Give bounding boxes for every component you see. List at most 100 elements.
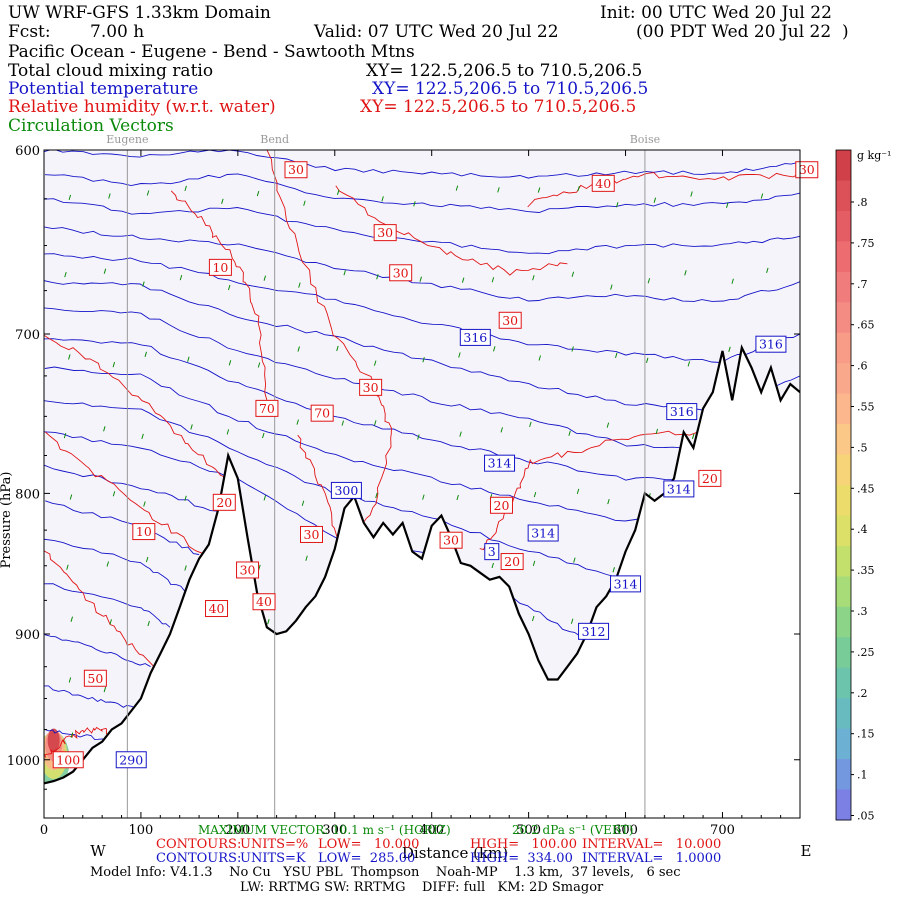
colorbar-swatch xyxy=(836,728,851,760)
colorbar-tick-label: .2 xyxy=(857,687,868,700)
circulation-vector xyxy=(532,560,536,567)
circulation-vector xyxy=(459,431,462,437)
rh-contour-label: 20 xyxy=(216,495,232,510)
x-tick-label: 300 xyxy=(322,823,347,838)
circulation-vector xyxy=(257,362,261,368)
circulation-vector xyxy=(607,499,610,505)
theta-contour-316 xyxy=(44,253,800,363)
rh-contour-label: 30 xyxy=(240,562,256,577)
circulation-vector xyxy=(296,419,299,425)
model-info: Model Info: V4.1.3 No Cu YSU PBL Thompso… xyxy=(90,865,681,880)
rh-contour-label: 40 xyxy=(209,601,225,616)
y-tick-label: 700 xyxy=(15,328,40,343)
circulation-vector xyxy=(184,495,187,501)
rh-contour-label-box xyxy=(359,378,383,396)
colorbar-tick-label: .35 xyxy=(857,564,875,577)
rh-contour-label-box xyxy=(389,264,413,282)
circulation-vector xyxy=(610,284,613,290)
circulation-vector xyxy=(103,268,107,274)
rh-contour-label-box xyxy=(698,469,722,487)
circulation-vector xyxy=(69,494,73,500)
circulation-vector xyxy=(187,356,190,362)
circulation-vector xyxy=(228,360,232,366)
location-label-boise: Boise xyxy=(630,133,660,146)
colorbar-tick-label: .45 xyxy=(857,482,875,495)
field-rh-name: Relative humidity (w.r.t. water) xyxy=(8,97,276,117)
terrain-fill xyxy=(44,347,800,818)
theta-contour-317 xyxy=(44,173,800,213)
rh-contours-interval: INTERVAL= 10.000 xyxy=(582,837,722,852)
theta-contour-label-box xyxy=(663,480,695,498)
colorbar-swatch xyxy=(836,393,851,425)
field-vectors-name: Circulation Vectors xyxy=(8,116,174,136)
circulation-vector xyxy=(143,501,146,507)
circulation-vector xyxy=(615,202,619,208)
rh-contour-label: 30 xyxy=(799,162,815,177)
circulation-vector xyxy=(422,357,425,363)
circulation-vector xyxy=(106,561,110,567)
rh-contour-label-box xyxy=(439,531,463,549)
circulation-vector xyxy=(606,422,610,428)
circulation-vector xyxy=(726,202,729,208)
colorbar-tick-label: .75 xyxy=(857,237,875,250)
circulation-vector xyxy=(141,433,144,439)
circulation-vector xyxy=(112,491,116,497)
colorbar-swatch xyxy=(836,667,851,699)
circulation-vector xyxy=(376,274,379,280)
colorbar-swatch xyxy=(836,302,851,334)
circulation-vector xyxy=(684,270,687,276)
circulation-vector xyxy=(297,346,300,352)
rh-contour-50 xyxy=(44,550,161,674)
theta-contour-label-box xyxy=(459,328,491,346)
colorbar-swatch xyxy=(836,606,851,638)
theta-contour-label-box xyxy=(578,622,610,640)
rh-contour-label: 20 xyxy=(494,498,510,513)
rh-contour-label-box xyxy=(205,600,229,618)
colorbar-swatch xyxy=(836,241,851,273)
fcst-label: Fcst: xyxy=(8,22,51,42)
theta-contour-label-box xyxy=(484,543,500,561)
circulation-vector xyxy=(381,196,384,202)
circulation-vector xyxy=(458,352,461,358)
circulation-vector xyxy=(500,427,503,433)
field-cloud-name: Total cloud mixing ratio xyxy=(8,61,214,81)
circulation-vector xyxy=(645,357,649,363)
circulation-vector xyxy=(571,271,575,277)
rh-contour-label-box xyxy=(489,496,513,514)
rh-contours-low: LOW= 10.000 xyxy=(318,837,420,852)
plot-frame xyxy=(43,149,801,819)
theta-contour-label-box xyxy=(610,575,642,593)
rh-contour-label-box xyxy=(373,224,397,242)
rh-contour-label-box xyxy=(498,311,522,329)
colorbar-swatch xyxy=(836,515,851,547)
rh-contours-label: CONTOURS: xyxy=(156,837,242,852)
circulation-vector xyxy=(647,278,651,284)
rh-contour-label: 70 xyxy=(314,406,330,421)
theta-contour-label: 316 xyxy=(759,337,783,352)
rh-contour-label: 40 xyxy=(595,176,611,191)
rh-contour-label: 20 xyxy=(702,471,718,486)
rh-contour-30 xyxy=(335,185,568,276)
theta-contour-label: 300 xyxy=(334,483,358,498)
theta-contour-318 xyxy=(44,150,800,179)
rh-contour-label-box xyxy=(212,493,236,511)
circulation-vector xyxy=(267,619,270,625)
theta-contour-304 xyxy=(44,538,185,592)
circulation-vector xyxy=(103,686,107,693)
theta-contour-label-box xyxy=(755,335,787,353)
theta-contours-low: LOW= 285.00 xyxy=(318,851,416,866)
vert-vector-label: 20.2 dPa s⁻¹ (VERT) xyxy=(512,823,633,837)
colorbar-tick-label: .05 xyxy=(857,810,875,823)
circulation-vector xyxy=(66,564,69,570)
circulation-vector xyxy=(532,275,535,281)
circulation-vector xyxy=(728,346,731,352)
theta-contour-312 xyxy=(44,400,684,579)
circulation-vector xyxy=(179,275,183,281)
circulation-vector xyxy=(68,354,71,360)
domain-title: UW WRF-GFS 1.33km Domain xyxy=(8,3,271,23)
valid-time: Valid: 07 UTC Wed 20 Jul 22 xyxy=(314,22,559,42)
theta-contour-308 xyxy=(44,464,219,512)
circulation-vector xyxy=(731,278,734,284)
circulation-vector xyxy=(687,361,691,367)
rh-contour-label-box xyxy=(591,174,615,192)
